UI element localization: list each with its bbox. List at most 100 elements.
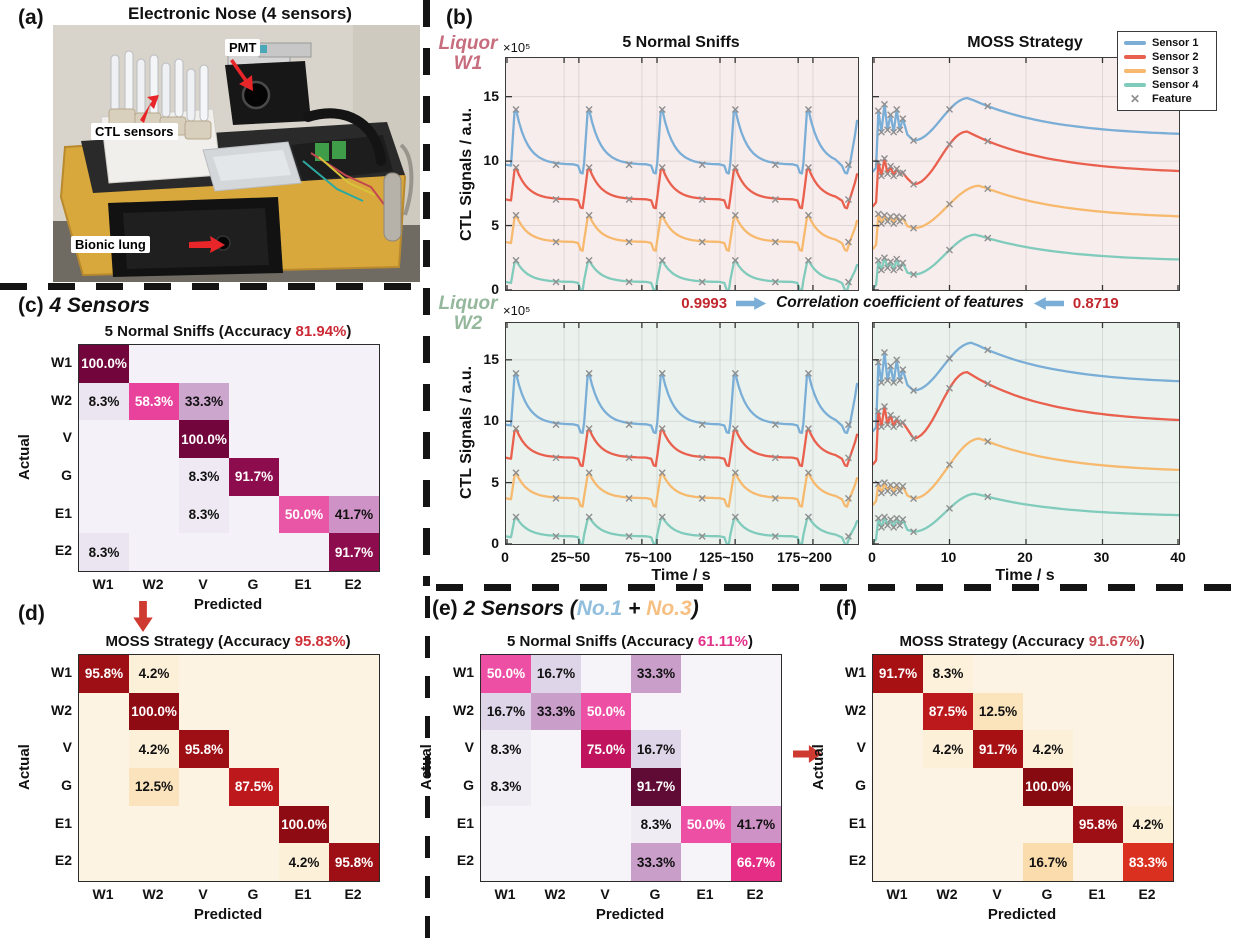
matrix-cell bbox=[179, 692, 229, 731]
matrix-cell bbox=[873, 805, 923, 844]
matrix-cell bbox=[481, 805, 531, 844]
matrix-title-f: MOSS Strategy (Accuracy 91.67%) bbox=[899, 633, 1145, 650]
matrix-cell bbox=[973, 805, 1023, 844]
matrix-cell bbox=[279, 768, 329, 806]
matrix-title-e: 5 Normal Sniffs (Accuracy 61.11%) bbox=[507, 633, 753, 650]
ylabel-w1: CTL Signals / a.u. bbox=[458, 107, 475, 241]
sensor-legend: Sensor 1 Sensor 2 Sensor 3 Sensor 4 ✕ Feature bbox=[1117, 31, 1217, 111]
matrix-cell bbox=[229, 345, 279, 383]
matrix-cell bbox=[731, 730, 781, 768]
matrix-cell bbox=[79, 692, 129, 731]
y-tick-label: 5 bbox=[491, 216, 499, 233]
ctl-sensors-annotation: CTL sensors bbox=[91, 123, 178, 140]
matrix-cell bbox=[973, 768, 1023, 806]
matrix-cell: 58.3% bbox=[129, 382, 179, 421]
matrix-cell bbox=[923, 843, 973, 881]
panel-a-label: (a) bbox=[18, 6, 44, 29]
x-tick-label: 25~50 bbox=[550, 549, 591, 565]
matrix-cell bbox=[279, 730, 329, 768]
chart-w2-sniffs bbox=[505, 322, 859, 545]
panel-letter: (f) bbox=[836, 597, 857, 620]
panel-a-title: Electronic Nose (4 sensors) bbox=[128, 4, 352, 23]
matrix-cell bbox=[873, 768, 923, 806]
matrix-cell bbox=[129, 458, 179, 496]
matrix-cell bbox=[129, 420, 179, 458]
matrix-cell bbox=[79, 495, 129, 534]
matrix-cell bbox=[329, 768, 379, 806]
matrix-row-label: G bbox=[61, 776, 72, 793]
matrix-cell: 4.2% bbox=[1023, 730, 1073, 768]
matrix-cell bbox=[1073, 768, 1123, 806]
arrow-left-icon bbox=[1033, 296, 1064, 310]
matrix-cell: 50.0% bbox=[481, 655, 531, 693]
matrix-cell bbox=[279, 655, 329, 693]
matrix-cell bbox=[279, 533, 329, 571]
matrix-cell bbox=[79, 730, 129, 768]
matrix-cell bbox=[923, 805, 973, 844]
y-tick-label: 5 bbox=[491, 473, 499, 490]
chart-w2-moss bbox=[872, 322, 1180, 545]
matrix-cell bbox=[731, 692, 781, 731]
matrix-cell bbox=[229, 692, 279, 731]
actual-axis-label: Actual bbox=[16, 434, 33, 480]
matrix-row-label: E2 bbox=[54, 542, 72, 559]
pmt-annotation: PMT bbox=[225, 39, 261, 56]
matrix-col-label: G bbox=[247, 576, 259, 592]
matrix-cell: 91.7% bbox=[873, 655, 923, 693]
matrix-cell: 16.7% bbox=[1023, 843, 1073, 881]
matrix-cell: 100.0% bbox=[129, 692, 179, 731]
divider-horizontal-left bbox=[0, 283, 428, 290]
signal-plot-w2_sniffs bbox=[506, 323, 858, 544]
matrix-cell bbox=[1023, 805, 1073, 844]
divider-horizontal-right bbox=[436, 584, 1237, 591]
matrix-cell: 33.3% bbox=[179, 382, 229, 421]
heading-segment: No.1 bbox=[576, 597, 623, 620]
bionic-lung-annotation: Bionic lung bbox=[71, 236, 150, 253]
accuracy-value: 91.67% bbox=[1088, 633, 1140, 650]
accuracy-value: 95.83% bbox=[294, 633, 346, 650]
matrix-col-label: E2 bbox=[1138, 886, 1156, 902]
heading-d: (d) bbox=[18, 602, 45, 626]
matrix-cell: 8.3% bbox=[179, 495, 229, 534]
predicted-axis-label: Predicted bbox=[987, 906, 1057, 923]
matrix-row-label: W2 bbox=[51, 391, 72, 408]
matrix-cell bbox=[581, 805, 631, 844]
y-tick-label: 0 bbox=[491, 535, 499, 551]
matrix-cell bbox=[329, 382, 379, 421]
matrix-cell bbox=[681, 768, 731, 806]
matrix-cell: 8.3% bbox=[79, 533, 129, 571]
matrix-col-label: V bbox=[198, 576, 208, 592]
liquor-w1-label: Liquor W1 bbox=[438, 33, 498, 74]
matrix-row-label: W2 bbox=[453, 701, 474, 718]
actual-axis-label: Actual bbox=[16, 744, 33, 790]
heading-segment: 4 Sensors bbox=[43, 294, 150, 317]
correlation-right-value: 0.8719 bbox=[1072, 294, 1119, 312]
matrix-cell: 33.3% bbox=[631, 655, 681, 693]
matrix-cell bbox=[179, 843, 229, 881]
y-tick-label: 10 bbox=[483, 152, 499, 169]
legend-line-swatch bbox=[1124, 55, 1146, 59]
matrix-col-label: W1 bbox=[92, 576, 114, 592]
matrix-cell: 95.8% bbox=[1073, 805, 1123, 844]
matrix-cell: 12.5% bbox=[973, 692, 1023, 731]
accuracy-value: 81.94% bbox=[295, 323, 347, 340]
matrix-cell: 87.5% bbox=[229, 768, 279, 806]
matrix-cell bbox=[179, 533, 229, 571]
legend-item-label: Sensor 4 bbox=[1152, 79, 1199, 91]
matrix-cell: 12.5% bbox=[129, 768, 179, 806]
matrix-row-label: G bbox=[463, 776, 474, 793]
matrix-cell bbox=[531, 768, 581, 806]
matrix-cell bbox=[279, 382, 329, 421]
y-multiplier-w2: ×10⁵ bbox=[503, 303, 531, 318]
matrix-cell bbox=[531, 805, 581, 844]
matrix-cell bbox=[229, 843, 279, 881]
matrix-col-label: E1 bbox=[696, 886, 714, 902]
matrix-cell: 41.7% bbox=[329, 495, 379, 534]
matrix-col-label: E2 bbox=[344, 886, 362, 902]
matrix-cell bbox=[79, 420, 129, 458]
matrix-col-label: V bbox=[198, 886, 208, 902]
matrix-cell bbox=[681, 843, 731, 881]
sniffs-chart-title: 5 Normal Sniffs bbox=[622, 34, 740, 51]
legend-item-label: Sensor 1 bbox=[1152, 37, 1199, 49]
matrix-col-label: E2 bbox=[746, 886, 764, 902]
